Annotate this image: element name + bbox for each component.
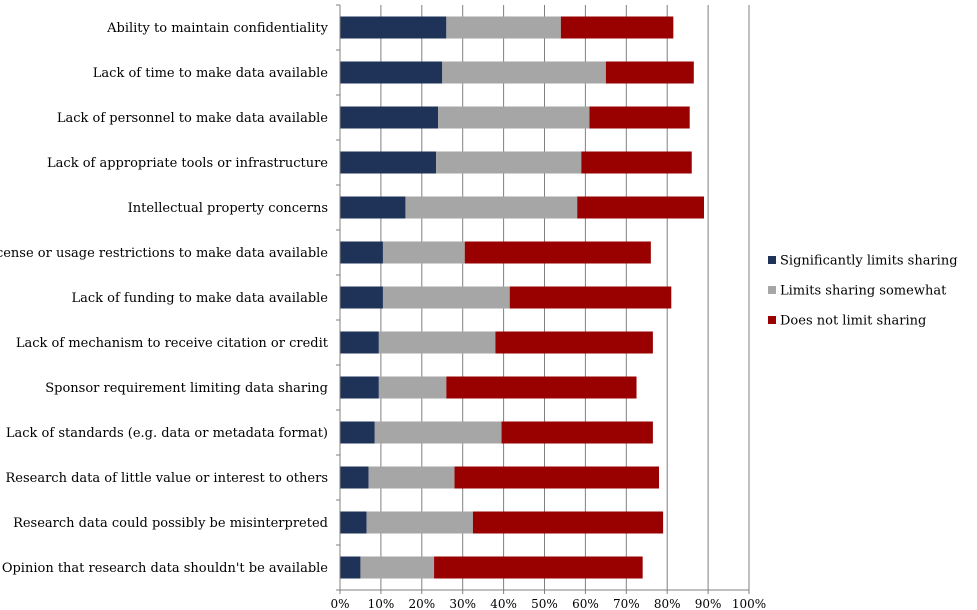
bar-segment-significant	[340, 16, 447, 39]
bar-segment-somewhat	[446, 16, 561, 39]
x-tick-label: 60%	[572, 597, 599, 610]
x-tick-label: 80%	[654, 597, 681, 610]
bar-segment-significant	[340, 511, 367, 534]
bar-segment-none	[581, 151, 692, 174]
bar-segment-significant	[340, 376, 379, 399]
bar-segment-none	[577, 196, 705, 219]
legend-label: Does not limit sharing	[780, 314, 926, 329]
category-label: Lack of personnel to make data available	[57, 111, 328, 126]
category-label: Ability to maintain confidentiality	[106, 21, 329, 36]
bar-segment-significant	[340, 556, 361, 579]
bar-segment-significant	[340, 286, 383, 309]
bar-segment-significant	[340, 331, 379, 354]
bar-segment-significant	[340, 466, 369, 489]
bar-segment-somewhat	[438, 106, 590, 129]
category-label: License or usage restrictions to make da…	[0, 246, 328, 261]
legend-swatch	[768, 316, 776, 324]
x-tick-label: 20%	[408, 597, 435, 610]
category-labels: Ability to maintain confidentiality Lack …	[0, 21, 329, 576]
bar-segment-none	[501, 421, 653, 444]
bar-segment-somewhat	[378, 331, 496, 354]
bar-segment-somewhat	[378, 376, 447, 399]
category-label: Lack of mechanism to receive citation or…	[16, 336, 329, 351]
bar-segment-none	[434, 556, 643, 579]
category-label: Lack of funding to make data available	[71, 291, 328, 306]
legend-label: Significantly limits sharing	[780, 254, 958, 269]
bar-segment-significant	[340, 61, 443, 84]
bar-segment-somewhat	[366, 511, 473, 534]
bar-segment-somewhat	[382, 241, 465, 264]
bar-segment-none	[464, 241, 651, 264]
x-tick-label: 30%	[449, 597, 476, 610]
category-label: Intellectual property concerns	[128, 201, 328, 216]
x-tick-label: 50%	[531, 597, 558, 610]
category-label: Lack of time to make data available	[93, 66, 329, 81]
bar-segment-none	[605, 61, 694, 84]
bar-segment-none	[509, 286, 672, 309]
x-tick-label: 100%	[732, 597, 766, 610]
category-label: Opinion that research data shouldn't be …	[2, 561, 328, 576]
bar-segment-somewhat	[382, 286, 510, 309]
bar-segment-somewhat	[442, 61, 606, 84]
x-tick-label: 70%	[613, 597, 640, 610]
legend-swatch	[768, 286, 776, 294]
category-label: Lack of standards (e.g. data or metadata…	[6, 426, 328, 441]
legend-label: Limits sharing somewhat	[780, 284, 947, 299]
bar-segment-somewhat	[374, 421, 502, 444]
category-label: Sponsor requirement limiting data sharin…	[45, 381, 328, 396]
category-label: Research data of little value or interes…	[6, 471, 329, 486]
bar-segment-none	[472, 511, 664, 534]
bar-segment-somewhat	[360, 556, 435, 579]
x-tick-label: 0%	[330, 597, 349, 610]
bar-segment-somewhat	[436, 151, 582, 174]
bar-segment-somewhat	[368, 466, 455, 489]
bar-segment-none	[495, 331, 653, 354]
bar-segment-none	[589, 106, 690, 129]
category-label: Research data could possibly be misinter…	[13, 516, 328, 531]
x-tick-labels: 0% 10% 20% 30% 40% 50% 60% 70% 80% 90% 100%	[330, 597, 766, 610]
bar-segment-significant	[340, 241, 383, 264]
bar-segment-significant	[340, 151, 437, 174]
x-tick-label: 90%	[695, 597, 722, 610]
bars	[340, 16, 705, 579]
bar-segment-significant	[340, 106, 439, 129]
x-tick-label: 40%	[490, 597, 517, 610]
bar-segment-somewhat	[405, 196, 578, 219]
bar-segment-none	[446, 376, 637, 399]
legend: Significantly limits sharing Limits shari…	[768, 254, 958, 329]
bar-segment-none	[454, 466, 660, 489]
bar-segment-none	[560, 16, 674, 39]
axes	[336, 4, 750, 594]
legend-swatch	[768, 256, 776, 264]
category-label: Lack of appropriate tools or infrastruct…	[47, 156, 328, 171]
bar-segment-significant	[340, 421, 375, 444]
x-tick-label: 10%	[368, 597, 395, 610]
bar-segment-significant	[340, 196, 406, 219]
